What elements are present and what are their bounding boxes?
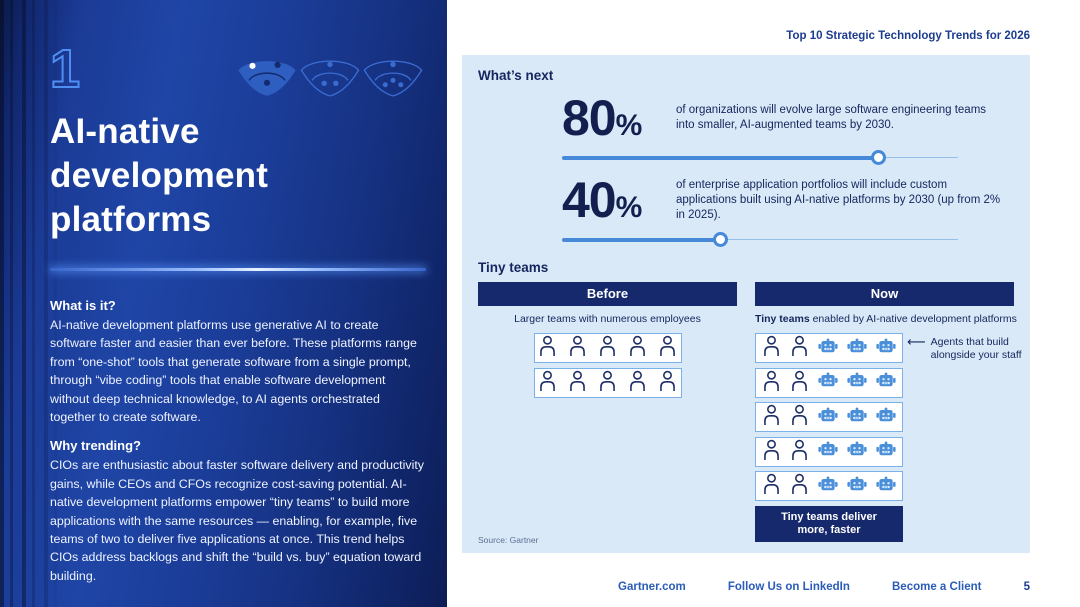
team-row [755, 333, 903, 363]
person-icon [761, 369, 782, 397]
glow-divider [50, 268, 426, 271]
percent-sign: % [615, 191, 643, 224]
person-icon [789, 403, 810, 431]
stat-80-block: 80 % of organizations will evolve large … [562, 93, 1024, 165]
trend-number: 1 [49, 39, 82, 99]
stat-40-slider [562, 232, 958, 247]
person-icon [567, 334, 588, 362]
what-is-it-heading: What is it? [50, 298, 116, 313]
footer: Gartner.com Follow Us on LinkedIn Become… [618, 581, 1030, 593]
stat-value: 80 [562, 90, 617, 146]
whats-next-panel: What’s next 80 % of organizations will e… [462, 55, 1030, 553]
robot-icon [817, 336, 839, 361]
now-caption: Tiny teams enabled by AI-native developm… [755, 313, 1017, 325]
robot-icon [846, 405, 868, 430]
trend-category-icons [236, 55, 424, 104]
now-column: Now Tiny teams enabled by AI-native deve… [755, 282, 1022, 542]
why-trending-body: CIOs are enthusiastic about faster softw… [50, 458, 424, 583]
tiny-teams-heading: Tiny teams [478, 260, 549, 275]
percent-sign: % [615, 109, 643, 142]
person-icon [761, 438, 782, 466]
robot-icon [817, 439, 839, 464]
person-icon [761, 403, 782, 431]
person-icon [627, 334, 648, 362]
team-comparison: Before Larger teams with numerous employ… [478, 282, 1022, 542]
gartner-com-link[interactable]: Gartner.com [618, 581, 686, 593]
person-icon [627, 369, 648, 397]
team-row [755, 471, 903, 501]
fan-icon-outline-4-dots [362, 55, 424, 104]
robot-icon [846, 336, 868, 361]
agents-annotation: ⟵ Agents that build alongside your staff [907, 334, 1047, 362]
stat-40-block: 40 % of enterprise application portfolio… [562, 175, 1024, 247]
panel-texture [0, 0, 64, 607]
person-icon [789, 472, 810, 500]
left-arrow-icon: ⟵ [907, 334, 926, 349]
team-row [755, 436, 903, 467]
before-column: Before Larger teams with numerous employ… [478, 282, 737, 542]
trend-intro-panel: 1 AI-native development platforms What i… [0, 0, 447, 607]
robot-icon [875, 336, 897, 361]
slider-track [562, 238, 958, 241]
page-title: AI-native development platforms [50, 112, 269, 239]
stat-80-slider [562, 150, 958, 165]
document-header: Top 10 Strategic Technology Trends for 2… [786, 30, 1030, 42]
person-icon [537, 369, 558, 397]
what-is-it-body: AI-native development platforms use gene… [50, 318, 417, 425]
slider-fill [562, 237, 721, 242]
robot-icon [817, 370, 839, 395]
stat-40-number: 40 % [562, 175, 666, 225]
page-number: 5 [1023, 581, 1030, 593]
person-icon [761, 472, 782, 500]
team-row [533, 367, 682, 398]
stat-value: 40 [562, 172, 617, 228]
person-icon [789, 334, 810, 362]
team-row [755, 367, 903, 398]
robot-icon [875, 405, 897, 430]
stat-40-description: of enterprise application portfolios wil… [676, 178, 1001, 221]
now-header: Now [755, 282, 1014, 306]
fan-icon-outline-3-dots [299, 55, 361, 104]
become-a-client-link[interactable]: Become a Client [892, 581, 982, 593]
person-icon [597, 369, 618, 397]
person-icon [761, 334, 782, 362]
before-header: Before [478, 282, 737, 306]
person-icon [789, 438, 810, 466]
slider-handle [871, 150, 887, 165]
linkedin-link[interactable]: Follow Us on LinkedIn [727, 581, 850, 593]
person-icon [657, 334, 678, 362]
stat-80-description: of organizations will evolve large softw… [676, 104, 987, 131]
agents-annotation-text: Agents that build alongside your staff [930, 336, 1022, 361]
why-trending-heading: Why trending? [50, 438, 141, 454]
now-team-rows: ⟵ Agents that build alongside your staff [755, 333, 1022, 501]
robot-icon [846, 474, 868, 499]
robot-icon [817, 405, 839, 430]
team-row [533, 333, 682, 363]
source-note: Source: Gartner [478, 535, 539, 545]
person-icon [567, 369, 588, 397]
person-icon [789, 369, 810, 397]
tiny-teams-badge: Tiny teams deliver more, faster [755, 506, 903, 542]
robot-icon [846, 370, 868, 395]
stat-80-number: 80 % [562, 93, 666, 143]
before-caption: Larger teams with numerous employees [514, 313, 701, 325]
fan-icon-filled [236, 55, 298, 104]
robot-icon [875, 474, 897, 499]
slider-handle [712, 232, 728, 247]
whats-next-heading: What’s next [478, 68, 554, 83]
robot-icon [846, 439, 868, 464]
robot-icon [817, 474, 839, 499]
robot-icon [875, 370, 897, 395]
robot-icon [875, 439, 897, 464]
team-row [755, 402, 903, 432]
before-team-rows [478, 333, 737, 398]
slider-fill [562, 155, 879, 160]
person-icon [657, 369, 678, 397]
person-icon [597, 334, 618, 362]
person-icon [537, 334, 558, 362]
